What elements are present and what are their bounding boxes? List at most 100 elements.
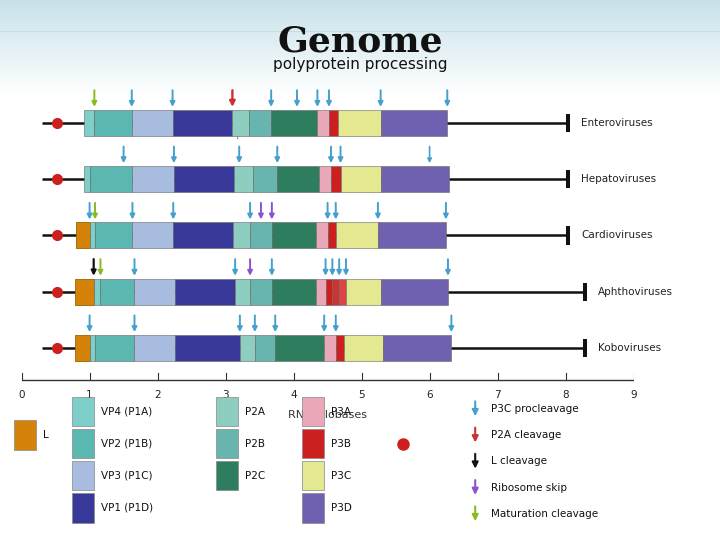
Bar: [0, 88, 720, 90]
Bar: [249, 110, 271, 136]
Text: 3: 3: [222, 390, 229, 400]
Bar: [0, 74, 720, 76]
Text: P2C: P2C: [245, 471, 265, 481]
Bar: [0, 21, 720, 22]
Bar: [0, 28, 720, 30]
Bar: [0, 11, 720, 12]
Bar: [0, 44, 720, 46]
Text: 9: 9: [630, 390, 637, 400]
Bar: [0, 50, 720, 52]
Bar: [76, 222, 89, 248]
Text: Hepatoviruses: Hepatoviruses: [581, 174, 657, 184]
Bar: [0, 53, 720, 55]
Bar: [253, 166, 277, 192]
Bar: [302, 494, 324, 523]
Bar: [0, 2, 720, 3]
Bar: [0, 46, 720, 47]
Bar: [255, 335, 275, 361]
Bar: [0, 80, 720, 82]
Bar: [0, 76, 720, 77]
Text: polyprotein processing: polyprotein processing: [273, 57, 447, 72]
Bar: [0, 43, 720, 44]
Bar: [0, 85, 720, 86]
Bar: [382, 279, 448, 305]
Bar: [0, 69, 720, 71]
Bar: [0, 72, 720, 74]
Bar: [216, 397, 238, 426]
Text: P2B: P2B: [245, 439, 265, 449]
Bar: [72, 494, 94, 523]
Bar: [0, 86, 720, 88]
Bar: [0, 9, 720, 11]
Bar: [0, 79, 720, 80]
Bar: [0, 35, 720, 36]
Bar: [175, 335, 240, 361]
Bar: [324, 335, 336, 361]
Text: VP3 (P1C): VP3 (P1C): [101, 471, 153, 481]
Bar: [277, 166, 320, 192]
Bar: [341, 166, 382, 192]
Text: Aphthoviruses: Aphthoviruses: [598, 287, 673, 296]
Bar: [567, 170, 570, 188]
Bar: [0, 82, 720, 84]
Bar: [132, 222, 174, 248]
Text: L cleavage: L cleavage: [491, 456, 547, 466]
Text: VP2 (P1B): VP2 (P1B): [101, 439, 152, 449]
Bar: [328, 222, 336, 248]
Bar: [84, 110, 94, 136]
Bar: [0, 57, 720, 58]
Bar: [0, 90, 720, 91]
Bar: [0, 30, 720, 31]
Text: P2A: P2A: [245, 407, 265, 417]
Bar: [235, 279, 250, 305]
Bar: [272, 222, 316, 248]
Bar: [174, 166, 234, 192]
Bar: [339, 279, 346, 305]
Bar: [0, 52, 720, 53]
Bar: [250, 279, 272, 305]
Bar: [174, 222, 233, 248]
Text: Genome: Genome: [277, 24, 443, 58]
Bar: [302, 429, 324, 458]
Bar: [0, 27, 720, 28]
Bar: [233, 110, 249, 136]
Text: VP4 (P1A): VP4 (P1A): [101, 407, 152, 417]
Bar: [132, 110, 173, 136]
Bar: [0, 24, 720, 25]
Bar: [234, 166, 253, 192]
Text: 7: 7: [495, 390, 501, 400]
Bar: [0, 8, 720, 9]
Bar: [567, 226, 570, 245]
Bar: [89, 335, 95, 361]
Bar: [250, 222, 272, 248]
Bar: [316, 279, 325, 305]
Bar: [0, 19, 720, 21]
Bar: [0, 33, 720, 35]
Bar: [0, 91, 720, 93]
Bar: [216, 461, 238, 490]
Text: 1: 1: [86, 390, 93, 400]
Bar: [0, 38, 720, 39]
Bar: [0, 49, 720, 50]
Text: Ribosome skip: Ribosome skip: [491, 483, 567, 492]
Bar: [94, 279, 101, 305]
Text: P3B: P3B: [331, 439, 351, 449]
Text: P3C: P3C: [331, 471, 351, 481]
Text: P2A cleavage: P2A cleavage: [491, 430, 562, 440]
Bar: [382, 166, 449, 192]
Bar: [383, 335, 451, 361]
Bar: [0, 68, 720, 69]
Text: Enteroviruses: Enteroviruses: [581, 118, 653, 128]
Bar: [302, 461, 324, 490]
Bar: [95, 335, 135, 361]
Bar: [331, 166, 341, 192]
Bar: [0, 55, 720, 57]
Bar: [0, 93, 720, 94]
Bar: [336, 335, 344, 361]
Text: 8: 8: [562, 390, 569, 400]
Text: 6: 6: [426, 390, 433, 400]
Bar: [0, 48, 720, 49]
Text: Maturation cleavage: Maturation cleavage: [491, 509, 598, 519]
Bar: [329, 110, 338, 136]
Bar: [0, 77, 720, 79]
